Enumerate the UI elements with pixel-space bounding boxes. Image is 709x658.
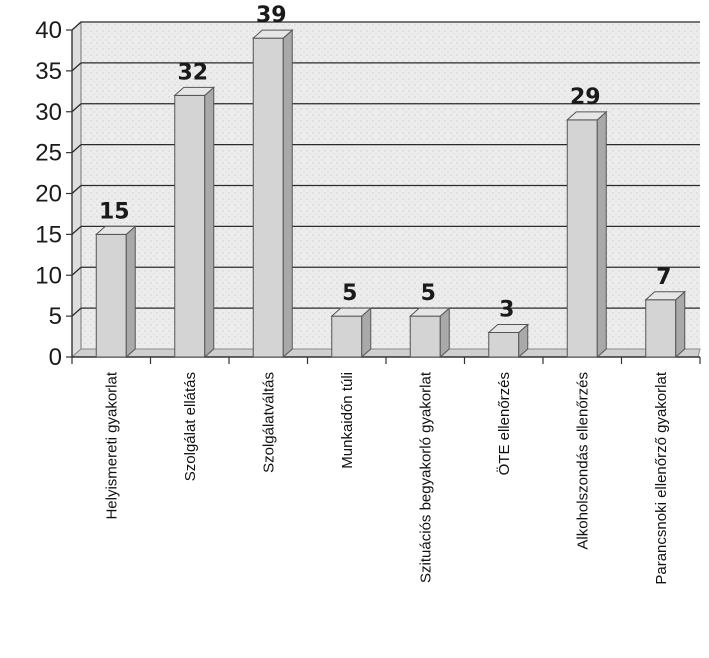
category-label: ÖTE ellenőrzés [495, 372, 513, 475]
bar [565, 110, 608, 359]
category-label: Alkoholszondás ellenőrzés [574, 372, 591, 550]
y-tick-label: 15 [35, 221, 62, 248]
floor [70, 348, 701, 358]
y-tick-label: 0 [49, 344, 62, 371]
gridline-side [71, 225, 82, 235]
gridline-side [71, 185, 82, 194]
y-tick-label: 20 [35, 181, 62, 208]
y-tick-label: 5 [49, 303, 62, 330]
x-axis-category-labels: Helyismereti gyakorlat Szolgálat ellátás S… [103, 371, 670, 584]
bar-top [330, 307, 373, 317]
bar [330, 307, 373, 359]
data-label: 29 [570, 85, 601, 110]
data-label: 3 [499, 297, 514, 322]
bar-front [566, 119, 598, 358]
bar-front [174, 94, 206, 358]
bar-side [204, 86, 215, 359]
bar-top [94, 225, 137, 235]
data-label: 5 [421, 281, 436, 306]
data-label: 32 [177, 60, 208, 85]
y-tick-label: 40 [35, 17, 62, 44]
y-tick-label: 25 [35, 140, 62, 167]
bar-front [331, 315, 363, 358]
gridline-side [71, 266, 82, 276]
bar-top [565, 111, 608, 121]
data-labels: 15 32 39 5 5 3 29 7 [99, 3, 671, 322]
bar [173, 86, 216, 359]
bar-front [409, 315, 441, 358]
bar-top [644, 291, 687, 301]
gridline-side [71, 62, 82, 72]
bar-top [251, 29, 294, 39]
category-label: Szolgálatváltás [260, 372, 277, 473]
bar-side [282, 29, 293, 359]
bar-side [596, 110, 607, 359]
y-axis-tick-labels: 0 5 10 15 20 25 30 35 40 [35, 17, 62, 371]
bar-side [125, 225, 136, 359]
bar [251, 29, 294, 359]
gridline-side [71, 144, 82, 154]
bar-top [408, 307, 451, 317]
gridline-side [71, 307, 82, 317]
bar-front [95, 233, 127, 358]
bar [487, 323, 530, 359]
gridline-side [71, 103, 82, 113]
bar [408, 307, 451, 359]
category-label: Parancsnoki ellenőrző gyakorlat [653, 371, 670, 584]
bar [94, 225, 137, 359]
bar-front [488, 331, 520, 358]
y-tick-label: 35 [35, 58, 62, 85]
y-tick-label: 10 [35, 262, 62, 289]
y-tick-label: 30 [35, 99, 62, 126]
category-label: Helyismereti gyakorlat [103, 371, 120, 519]
bar-top [173, 86, 216, 96]
category-label: Munkaidőn túli [339, 372, 356, 469]
bar [644, 290, 687, 359]
bar-side [675, 290, 686, 359]
data-label: 15 [99, 199, 130, 224]
gridline-side [71, 21, 82, 31]
category-label: Szolgálat ellátás [182, 372, 199, 481]
bar-top [487, 323, 530, 333]
data-label: 5 [342, 281, 357, 306]
bars [94, 29, 687, 359]
bar-front [645, 299, 677, 358]
bar-front [252, 37, 284, 358]
data-label: 39 [256, 3, 287, 28]
data-label: 7 [656, 265, 671, 290]
category-label: Szituációs begyakorló gyakorlat [417, 371, 434, 583]
